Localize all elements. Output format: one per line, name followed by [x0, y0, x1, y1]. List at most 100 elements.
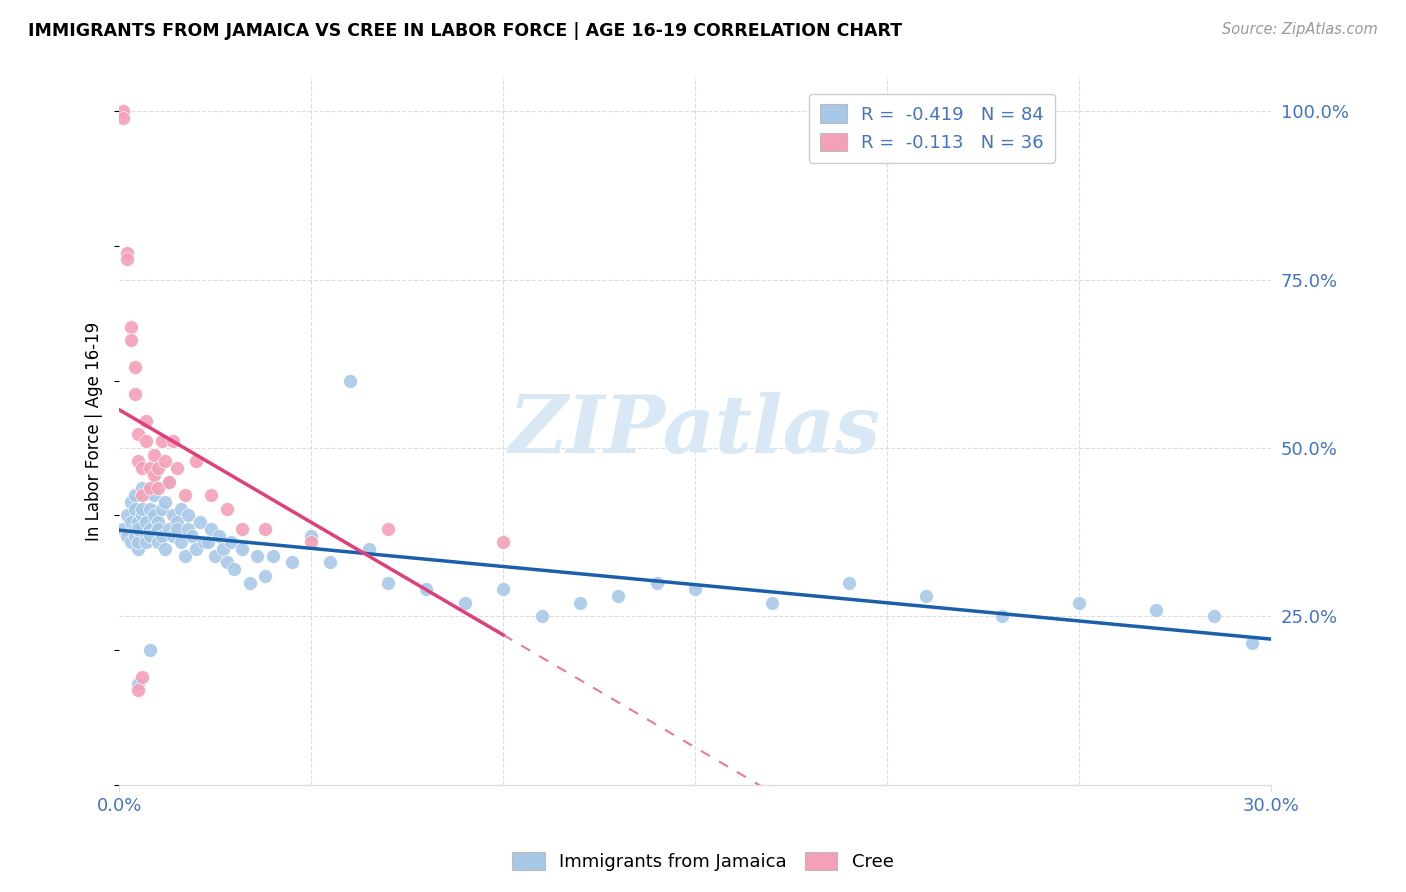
Point	[204, 549, 226, 563]
Point	[142, 488, 165, 502]
Point	[177, 508, 200, 523]
Point	[188, 515, 211, 529]
Point	[200, 488, 222, 502]
Point	[157, 522, 180, 536]
Point	[131, 481, 153, 495]
Point	[162, 528, 184, 542]
Point	[231, 541, 253, 556]
Point	[231, 522, 253, 536]
Point	[139, 643, 162, 657]
Point	[120, 535, 142, 549]
Point	[838, 575, 860, 590]
Point	[1240, 636, 1263, 650]
Point	[170, 535, 193, 549]
Point	[262, 549, 284, 563]
Point	[124, 387, 146, 401]
Point	[139, 501, 162, 516]
Point	[215, 556, 238, 570]
Point	[127, 541, 149, 556]
Point	[357, 541, 380, 556]
Point	[135, 414, 157, 428]
Point	[569, 596, 592, 610]
Point	[131, 461, 153, 475]
Point	[162, 434, 184, 449]
Point	[991, 609, 1014, 624]
Point	[1069, 596, 1091, 610]
Point	[197, 535, 219, 549]
Point	[127, 535, 149, 549]
Point	[166, 461, 188, 475]
Point	[415, 582, 437, 597]
Point	[339, 374, 361, 388]
Point	[131, 508, 153, 523]
Legend: R =  -0.419   N = 84, R =  -0.113   N = 36: R = -0.419 N = 84, R = -0.113 N = 36	[808, 94, 1054, 163]
Point	[139, 522, 162, 536]
Point	[150, 501, 173, 516]
Point	[173, 488, 195, 502]
Point	[115, 528, 138, 542]
Point	[454, 596, 477, 610]
Point	[530, 609, 553, 624]
Point	[157, 475, 180, 489]
Point	[492, 582, 515, 597]
Point	[170, 501, 193, 516]
Point	[162, 508, 184, 523]
Point	[124, 488, 146, 502]
Point	[142, 448, 165, 462]
Point	[146, 481, 169, 495]
Point	[683, 582, 706, 597]
Point	[127, 427, 149, 442]
Point	[166, 515, 188, 529]
Point	[146, 522, 169, 536]
Point	[246, 549, 269, 563]
Point	[146, 461, 169, 475]
Point	[181, 528, 204, 542]
Point	[135, 528, 157, 542]
Point	[135, 535, 157, 549]
Point	[184, 454, 207, 468]
Point	[139, 528, 162, 542]
Point	[224, 562, 246, 576]
Point	[142, 508, 165, 523]
Point	[155, 454, 177, 468]
Point	[607, 589, 630, 603]
Point	[281, 556, 304, 570]
Point	[124, 522, 146, 536]
Point	[177, 522, 200, 536]
Point	[131, 488, 153, 502]
Text: ZIPatlas: ZIPatlas	[509, 392, 882, 470]
Point	[254, 522, 277, 536]
Point	[127, 683, 149, 698]
Point	[173, 549, 195, 563]
Point	[131, 670, 153, 684]
Text: Source: ZipAtlas.com: Source: ZipAtlas.com	[1222, 22, 1378, 37]
Point	[112, 111, 135, 125]
Point	[150, 434, 173, 449]
Point	[377, 522, 399, 536]
Point	[319, 556, 342, 570]
Point	[139, 461, 162, 475]
Point	[120, 333, 142, 347]
Legend: Immigrants from Jamaica, Cree: Immigrants from Jamaica, Cree	[505, 845, 901, 879]
Point	[127, 522, 149, 536]
Point	[155, 541, 177, 556]
Point	[299, 528, 322, 542]
Point	[115, 245, 138, 260]
Point	[112, 522, 135, 536]
Point	[645, 575, 668, 590]
Point	[1202, 609, 1225, 624]
Point	[120, 495, 142, 509]
Point	[120, 319, 142, 334]
Point	[139, 481, 162, 495]
Point	[184, 541, 207, 556]
Point	[219, 535, 242, 549]
Point	[146, 535, 169, 549]
Point	[131, 501, 153, 516]
Point	[157, 475, 180, 489]
Point	[212, 541, 235, 556]
Point	[115, 252, 138, 267]
Point	[127, 454, 149, 468]
Point	[150, 528, 173, 542]
Point	[254, 569, 277, 583]
Point	[135, 434, 157, 449]
